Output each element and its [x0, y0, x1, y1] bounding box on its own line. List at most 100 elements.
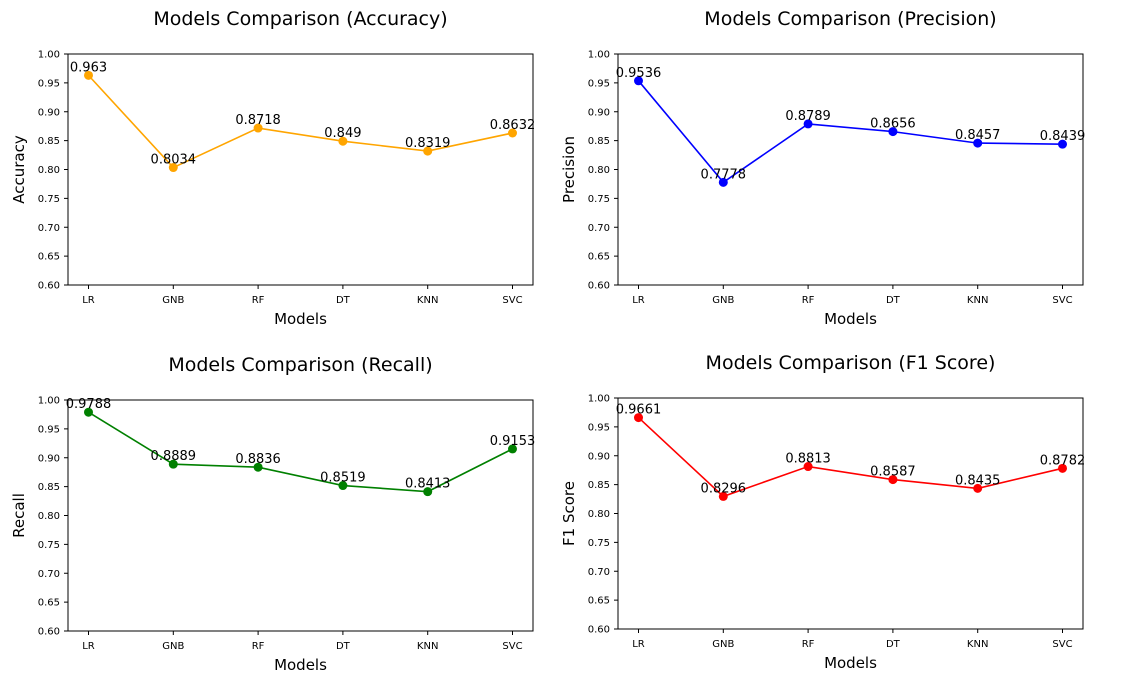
y-tick-label: 1.00 — [38, 396, 60, 407]
x-tick-label: RF — [252, 641, 265, 652]
y-tick-label: 0.95 — [38, 78, 60, 89]
x-tick-label: SVC — [1052, 639, 1072, 650]
x-tick-label: GNB — [162, 295, 184, 306]
y-axis-label: Recall — [10, 493, 28, 538]
data-point — [888, 475, 898, 485]
data-label: 0.8782 — [1040, 453, 1086, 468]
y-tick-label: 0.95 — [588, 422, 610, 433]
data-point — [973, 483, 983, 493]
y-tick-label: 0.75 — [588, 194, 610, 205]
data-label: 0.8789 — [785, 109, 831, 124]
chart-f1-score: Models Comparison (F1 Score) 0.60 0.65 0.70… — [560, 352, 1085, 672]
y-tick-label: 0.70 — [38, 569, 60, 580]
data-point — [168, 163, 178, 173]
data-label: 0.8656 — [870, 117, 916, 132]
data-point — [508, 444, 517, 454]
data-label: 0.8296 — [701, 481, 747, 496]
y-tick-label: 1.00 — [588, 50, 610, 61]
x-tick-label: LR — [632, 295, 645, 306]
y-tick-label: 0.70 — [588, 567, 610, 578]
data-label: 0.8319 — [405, 136, 451, 151]
y-tick-label: 0.85 — [38, 136, 60, 147]
data-point — [634, 413, 643, 423]
x-axis-label: Models — [274, 310, 327, 328]
data-label: 0.9788 — [66, 397, 112, 412]
data-point — [84, 407, 93, 417]
x-axis-label: Models — [824, 654, 877, 672]
y-tick-label: 0.80 — [38, 511, 60, 522]
data-point — [423, 487, 433, 497]
chart-precision: Models Comparison (Precision) 0.60 0.65 0.7… — [560, 8, 1085, 328]
x-tick-label: LR — [632, 639, 645, 650]
series-line — [88, 411, 513, 493]
y-tick-label: 0.75 — [588, 538, 610, 549]
x-tick-label: KNN — [417, 295, 439, 306]
series-line — [637, 80, 1063, 184]
y-tick-label: 0.60 — [588, 281, 610, 292]
x-tick-label: GNB — [712, 295, 734, 306]
x-tick-label: LR — [82, 641, 95, 652]
data-label: 0.8889 — [151, 449, 197, 464]
data-label: 0.8836 — [235, 452, 281, 467]
y-axis-label: Accuracy — [10, 135, 28, 204]
series-line — [637, 416, 1063, 498]
data-point — [253, 123, 263, 133]
x-tick-label: DT — [886, 295, 901, 306]
y-tick-label: 0.65 — [588, 252, 610, 263]
y-tick-label: 0.75 — [38, 540, 60, 551]
data-label: 0.8457 — [955, 128, 1001, 143]
y-tick-label: 0.65 — [38, 598, 60, 609]
data-point — [803, 119, 813, 129]
data-point — [508, 128, 517, 138]
y-tick-label: 0.90 — [588, 107, 610, 118]
y-tick-label: 0.90 — [38, 107, 60, 118]
data-label: 0.9661 — [616, 403, 662, 418]
data-label: 0.9153 — [490, 434, 536, 449]
data-label: 0.8813 — [785, 452, 831, 467]
plot-frame — [67, 53, 534, 286]
y-tick-label: 0.95 — [38, 424, 60, 435]
chart-title: Models Comparison (Accuracy) — [153, 8, 447, 30]
y-tick-label: 1.00 — [38, 50, 60, 61]
data-label: 0.8034 — [151, 153, 197, 168]
chart-recall: Models Comparison (Recall) 0.60 0.65 0.70 0.… — [10, 354, 535, 674]
x-tick-label: KNN — [417, 641, 439, 652]
x-tick-label: KNN — [967, 295, 989, 306]
data-label: 0.8519 — [320, 471, 366, 486]
y-tick-label: 0.60 — [38, 627, 60, 638]
data-label: 0.8413 — [405, 477, 451, 492]
x-tick-label: GNB — [712, 639, 734, 650]
y-tick-label: 0.70 — [588, 223, 610, 234]
data-point — [718, 491, 728, 501]
y-tick-label: 0.65 — [38, 252, 60, 263]
y-tick-label: 0.85 — [588, 136, 610, 147]
data-point — [718, 177, 728, 187]
data-label: 0.9536 — [616, 66, 662, 81]
plot-frame — [617, 53, 1084, 286]
x-tick-label: KNN — [967, 639, 989, 650]
y-tick-label: 0.70 — [38, 223, 60, 234]
data-label: 0.8718 — [235, 113, 281, 128]
data-point — [423, 146, 433, 156]
data-label: 0.8435 — [955, 473, 1001, 488]
y-tick-label: 1.00 — [588, 394, 610, 405]
data-point — [1058, 463, 1067, 473]
y-tick-label: 0.90 — [38, 453, 60, 464]
x-tick-label: SVC — [1052, 295, 1072, 306]
x-tick-label: DT — [336, 641, 351, 652]
x-tick-label: SVC — [502, 641, 522, 652]
data-point — [803, 462, 813, 472]
y-tick-label: 0.80 — [588, 509, 610, 520]
y-axis-label: Precision — [560, 136, 578, 203]
data-point — [1058, 139, 1067, 149]
y-tick-label: 0.90 — [588, 451, 610, 462]
y-tick-label: 0.65 — [588, 596, 610, 607]
x-tick-label: RF — [802, 639, 815, 650]
plot-frame — [617, 397, 1084, 630]
data-label: 0.7778 — [701, 167, 747, 182]
x-axis-label: Models — [824, 310, 877, 328]
data-point — [888, 127, 898, 137]
data-label: 0.8439 — [1040, 129, 1086, 144]
y-tick-label: 0.80 — [588, 165, 610, 176]
